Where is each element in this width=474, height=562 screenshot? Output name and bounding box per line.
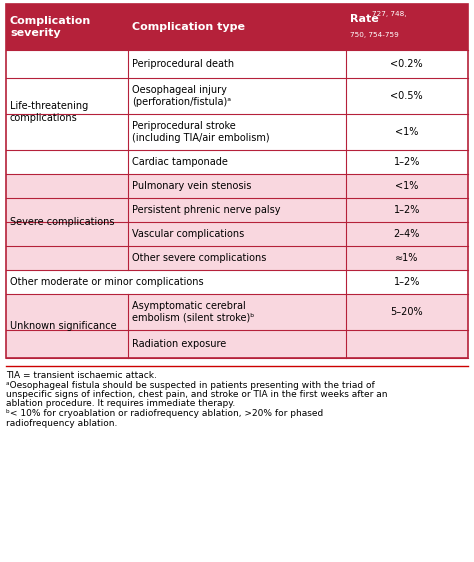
Text: Severe complications: Severe complications xyxy=(10,217,115,227)
Text: Asymptomatic cerebral
embolism (silent stroke)ᵇ: Asymptomatic cerebral embolism (silent s… xyxy=(132,301,255,323)
Text: ablation procedure. It requires immediate therapy.: ablation procedure. It requires immediat… xyxy=(6,400,235,409)
Bar xyxy=(128,198,346,222)
Bar xyxy=(346,50,468,78)
Text: Complication type: Complication type xyxy=(132,22,246,32)
Bar xyxy=(6,330,128,358)
Bar xyxy=(6,198,128,222)
Text: Vascular complications: Vascular complications xyxy=(132,229,245,239)
Bar xyxy=(6,150,128,174)
Bar xyxy=(6,270,468,294)
Text: Unknown significance: Unknown significance xyxy=(10,321,117,331)
Text: <0.2%: <0.2% xyxy=(391,59,423,69)
Bar xyxy=(346,174,468,198)
Bar xyxy=(346,330,468,358)
Text: ≈1%: ≈1% xyxy=(395,253,419,263)
Text: 1–2%: 1–2% xyxy=(393,157,420,167)
Text: <0.5%: <0.5% xyxy=(391,91,423,101)
Text: radiofrequency ablation.: radiofrequency ablation. xyxy=(6,419,118,428)
Text: 2–4%: 2–4% xyxy=(393,229,420,239)
Bar xyxy=(128,330,346,358)
Text: 727, 748,: 727, 748, xyxy=(372,11,406,17)
Text: Complication
severity: Complication severity xyxy=(10,16,91,38)
Bar xyxy=(128,50,346,78)
Text: Periprocedural death: Periprocedural death xyxy=(132,59,235,69)
Text: TIA = transient ischaemic attack.: TIA = transient ischaemic attack. xyxy=(6,371,157,380)
Text: ᵃOesophageal fistula should be suspected in patients presenting with the triad o: ᵃOesophageal fistula should be suspected… xyxy=(6,380,375,389)
Bar xyxy=(128,174,346,198)
Text: unspecific signs of infection, chest pain, and stroke or TIA in the first weeks : unspecific signs of infection, chest pai… xyxy=(6,390,388,399)
Bar xyxy=(128,114,346,150)
Bar xyxy=(128,246,346,270)
Bar xyxy=(346,246,468,270)
Bar xyxy=(6,4,468,50)
Text: Life-threatening
complications: Life-threatening complications xyxy=(10,101,88,123)
Text: <1%: <1% xyxy=(395,181,419,191)
Bar xyxy=(346,198,468,222)
Text: Radiation exposure: Radiation exposure xyxy=(132,339,227,349)
Bar xyxy=(6,246,128,270)
Bar xyxy=(346,222,468,246)
Bar xyxy=(346,114,468,150)
Bar xyxy=(6,174,128,198)
Bar xyxy=(6,222,128,246)
Text: Pulmonary vein stenosis: Pulmonary vein stenosis xyxy=(132,181,252,191)
Text: 5–20%: 5–20% xyxy=(391,307,423,317)
Bar xyxy=(6,294,128,330)
Text: ᵇ< 10% for cryoablation or radiofrequency ablation, >20% for phased: ᵇ< 10% for cryoablation or radiofrequenc… xyxy=(6,409,323,418)
Text: <1%: <1% xyxy=(395,127,419,137)
Bar xyxy=(346,78,468,114)
Bar xyxy=(6,114,128,150)
Bar xyxy=(346,150,468,174)
Bar xyxy=(128,78,346,114)
Bar xyxy=(128,222,346,246)
Text: 750, 754-759: 750, 754-759 xyxy=(349,32,398,38)
Text: Other severe complications: Other severe complications xyxy=(132,253,267,263)
Text: 1–2%: 1–2% xyxy=(393,205,420,215)
Text: Persistent phrenic nerve palsy: Persistent phrenic nerve palsy xyxy=(132,205,281,215)
Bar xyxy=(128,150,346,174)
Text: 1–2%: 1–2% xyxy=(393,277,420,287)
Bar xyxy=(128,294,346,330)
Text: Cardiac tamponade: Cardiac tamponade xyxy=(132,157,228,167)
Bar xyxy=(6,50,128,78)
Text: Other moderate or minor complications: Other moderate or minor complications xyxy=(10,277,204,287)
Bar xyxy=(6,4,468,358)
Bar xyxy=(346,294,468,330)
Text: Rate: Rate xyxy=(349,14,378,24)
Bar xyxy=(6,78,128,114)
Text: Periprocedural stroke
(including TIA/air embolism): Periprocedural stroke (including TIA/air… xyxy=(132,121,270,143)
Text: Oesophageal injury
(perforation/fistula)ᵃ: Oesophageal injury (perforation/fistula)… xyxy=(132,85,231,107)
